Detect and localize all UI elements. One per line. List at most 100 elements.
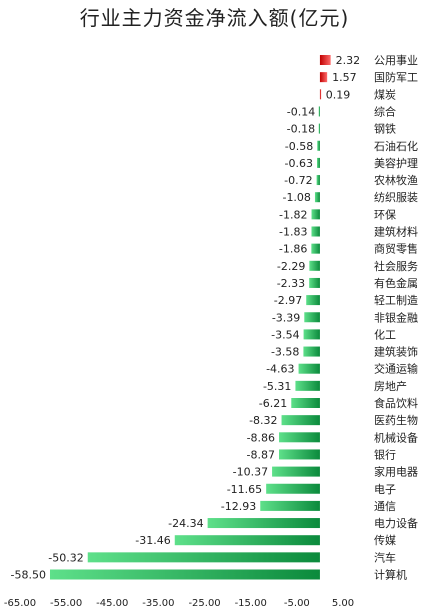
category-label: 家用电器 (374, 465, 418, 479)
data-label: -1.82 (279, 208, 307, 221)
data-label: 2.32 (336, 54, 361, 67)
bar (266, 483, 320, 494)
bar (279, 449, 320, 460)
data-label: -6.21 (259, 397, 287, 410)
category-label: 国防军工 (374, 70, 418, 84)
x-tick-label: 5.00 (332, 598, 354, 609)
labels-layer: 2.32 公用事业 1.57 国防军工 0.19 煤炭 -0.14 综合 -0.18 钢铁 -0.5… (11, 54, 418, 582)
bar (279, 432, 320, 443)
data-label: -2.29 (277, 260, 305, 273)
x-tick-label: -5.00 (284, 598, 310, 609)
category-label: 建筑装饰 (374, 345, 418, 359)
bar (311, 243, 320, 254)
category-label: 轻工制造 (374, 293, 418, 307)
bar (304, 312, 320, 323)
category-label: 机械设备 (374, 430, 418, 444)
data-label: -5.31 (263, 380, 291, 393)
data-label: -0.18 (287, 123, 315, 136)
category-label: 食品饮料 (374, 396, 418, 410)
category-label: 农林牧渔 (374, 173, 418, 187)
data-label: -2.33 (277, 277, 305, 290)
bar (317, 157, 320, 168)
bar (309, 260, 320, 271)
x-tick-label: -65.00 (4, 598, 36, 609)
data-label: -0.63 (285, 157, 313, 170)
data-label: -10.37 (233, 466, 268, 479)
category-label: 计算机 (374, 568, 407, 582)
bar (174, 535, 320, 546)
x-tick-label: -55.00 (50, 598, 82, 609)
data-label: -8.32 (249, 414, 277, 427)
bar (298, 363, 320, 374)
data-label: -24.34 (168, 517, 203, 530)
category-label: 非银金融 (374, 310, 418, 324)
category-label: 化工 (374, 327, 396, 341)
data-label: -3.39 (272, 311, 300, 324)
category-label: 钢铁 (374, 123, 396, 136)
data-label: -8.87 (247, 448, 275, 461)
x-tick-label: -15.00 (235, 598, 267, 609)
category-label: 建筑材料 (374, 225, 418, 239)
bars-layer (49, 55, 331, 580)
x-axis-ticks: -65.00 -55.00 -45.00 -35.00 -25.00 -15.00 -5.0… (4, 598, 354, 609)
data-label: -0.58 (285, 140, 313, 153)
bar (318, 123, 320, 134)
bar (318, 106, 320, 117)
bar (303, 329, 320, 340)
x-tick-label: -45.00 (96, 598, 128, 609)
bar (260, 500, 320, 511)
category-label: 交通运输 (374, 362, 418, 376)
category-label: 环保 (374, 207, 396, 221)
category-label: 社会服务 (374, 259, 418, 273)
category-label: 商贸零售 (374, 242, 418, 256)
data-label: -1.86 (279, 243, 307, 256)
category-label: 有色金属 (374, 276, 418, 290)
data-label: -50.32 (48, 551, 83, 564)
category-label: 银行 (374, 447, 396, 461)
data-label: 0.19 (326, 88, 351, 101)
data-label: -1.83 (279, 226, 307, 239)
category-label: 公用事业 (374, 54, 418, 67)
bar (311, 226, 320, 237)
data-label: -4.63 (266, 363, 294, 376)
category-label: 电子 (374, 483, 396, 496)
bar (87, 552, 320, 563)
category-label: 石油石化 (374, 139, 418, 153)
data-label: -8.86 (247, 431, 275, 444)
category-label: 医药生物 (374, 413, 418, 427)
bar (309, 277, 320, 288)
category-label: 传媒 (374, 534, 396, 547)
category-label: 纺织服装 (374, 190, 418, 204)
category-label: 通信 (374, 500, 396, 513)
bar (311, 209, 320, 220)
x-tick-label: -25.00 (188, 598, 220, 609)
bar (317, 140, 320, 151)
bar (303, 346, 320, 357)
data-label: -3.54 (271, 328, 299, 341)
data-label: -3.58 (271, 346, 299, 359)
category-label: 美容护理 (374, 156, 418, 170)
bar (319, 55, 331, 65)
data-label: -31.46 (135, 534, 170, 547)
bar (207, 518, 320, 529)
category-label: 汽车 (374, 550, 396, 564)
bar (291, 398, 320, 408)
bar (316, 175, 320, 186)
category-label: 电力设备 (374, 516, 418, 530)
bar (314, 192, 320, 203)
bar (306, 295, 320, 306)
category-label: 煤炭 (374, 88, 396, 101)
bar (319, 72, 328, 83)
bar (319, 89, 322, 100)
data-label: -11.65 (227, 483, 262, 496)
chart-title: 行业主力资金净流入额(亿元) (79, 6, 350, 30)
bar (281, 415, 320, 426)
data-label: -12.93 (221, 500, 256, 513)
x-tick-label: -35.00 (142, 598, 174, 609)
category-label: 房地产 (374, 379, 407, 393)
data-label: -58.50 (11, 569, 46, 582)
category-label: 综合 (374, 104, 396, 118)
bar (272, 466, 320, 477)
